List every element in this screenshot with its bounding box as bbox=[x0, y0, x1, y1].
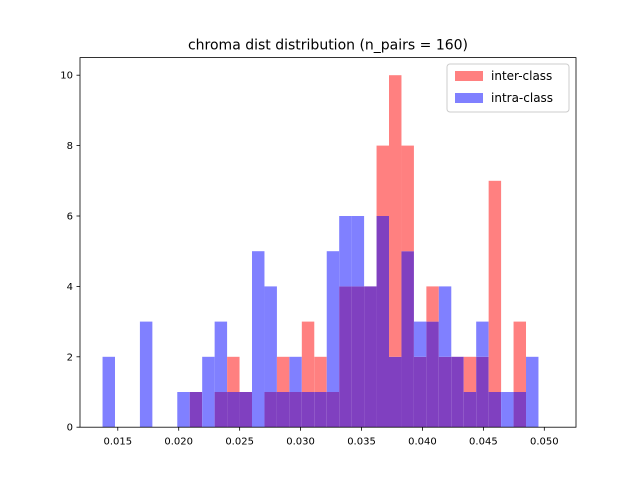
bar-intra-class bbox=[413, 321, 427, 357]
bar-inter-class bbox=[227, 356, 240, 392]
bar-intra-class bbox=[501, 392, 514, 428]
bar-inter-class bbox=[276, 356, 290, 392]
bar-overlap bbox=[314, 392, 327, 428]
bar-overlap bbox=[451, 356, 464, 428]
bar-overlap bbox=[214, 392, 228, 428]
y-tick-label: 4 bbox=[67, 282, 73, 293]
bar-inter-class bbox=[513, 321, 527, 392]
y-tick-label: 10 bbox=[60, 71, 73, 82]
x-tick-label: 0.045 bbox=[469, 437, 498, 448]
legend: inter-class intra-class bbox=[446, 63, 570, 113]
bar-overlap bbox=[364, 286, 377, 428]
legend-label: intra-class bbox=[491, 91, 553, 105]
x-tick-label: 0.030 bbox=[286, 437, 315, 448]
x-tick-label: 0.015 bbox=[103, 437, 132, 448]
bar-intra-class bbox=[214, 321, 228, 392]
bar-inter-class bbox=[376, 145, 390, 216]
x-tick-label: 0.035 bbox=[347, 437, 376, 448]
bar-overlap bbox=[476, 356, 489, 428]
bar-inter-class bbox=[301, 321, 315, 392]
bar-intra-class bbox=[177, 392, 190, 428]
bar-intra-class bbox=[476, 321, 489, 357]
bar-intra-class bbox=[252, 251, 265, 428]
legend-swatch bbox=[455, 93, 483, 103]
legend-swatch bbox=[455, 71, 483, 81]
y-tick-label: 6 bbox=[67, 212, 73, 223]
bar-inter-class bbox=[463, 356, 477, 392]
bar-overlap bbox=[339, 286, 352, 428]
bar-overlap bbox=[376, 216, 390, 428]
bar-overlap bbox=[513, 392, 527, 428]
bar-inter-class bbox=[389, 75, 402, 357]
bar-intra-class bbox=[351, 216, 365, 287]
bar-overlap bbox=[276, 392, 290, 428]
bar-intra-class bbox=[326, 251, 340, 392]
bar-intra-class bbox=[102, 356, 116, 428]
legend-label: inter-class bbox=[491, 69, 552, 83]
bar-inter-class bbox=[426, 286, 439, 322]
y-tick-label: 0 bbox=[67, 423, 73, 434]
bar-inter-class bbox=[488, 180, 502, 392]
bar-overlap bbox=[289, 392, 302, 428]
bar-overlap bbox=[488, 392, 502, 428]
y-tick-label: 8 bbox=[67, 141, 73, 152]
bar-overlap bbox=[326, 392, 340, 428]
bar-overlap bbox=[264, 392, 277, 428]
bar-intra-class bbox=[264, 286, 277, 392]
bar-overlap bbox=[227, 392, 240, 428]
bar-overlap bbox=[189, 392, 203, 428]
bar-intra-class bbox=[139, 321, 153, 428]
bar-overlap bbox=[401, 251, 414, 428]
bars-layer bbox=[102, 75, 539, 428]
bar-overlap bbox=[413, 356, 427, 428]
bar-overlap bbox=[426, 321, 439, 428]
plot-frame bbox=[79, 57, 577, 428]
bar-intra-class bbox=[339, 216, 352, 287]
bar-overlap bbox=[239, 392, 253, 428]
bar-overlap bbox=[301, 392, 315, 428]
bar-overlap bbox=[463, 392, 477, 428]
bar-inter-class bbox=[314, 356, 327, 392]
bar-inter-class bbox=[401, 145, 414, 252]
bar-overlap bbox=[389, 356, 402, 428]
y-tick-label: 2 bbox=[67, 352, 73, 363]
bar-intra-class bbox=[526, 356, 539, 428]
bar-overlap bbox=[438, 356, 452, 428]
axes-layer: 0.015 0.020 0.025 0.030 0.035 0.040 0.045 0.050… bbox=[60, 57, 577, 448]
x-tick-label: 0.040 bbox=[408, 437, 437, 448]
x-tick-label: 0.050 bbox=[530, 437, 559, 448]
bar-intra-class bbox=[202, 356, 215, 428]
x-tick-label: 0.020 bbox=[164, 437, 193, 448]
bar-overlap bbox=[351, 286, 365, 428]
chart-title: chroma dist distribution (n_pairs = 160) bbox=[188, 38, 468, 54]
x-tick-label: 0.025 bbox=[225, 437, 254, 448]
bar-intra-class bbox=[289, 356, 302, 392]
bar-intra-class bbox=[438, 286, 452, 357]
